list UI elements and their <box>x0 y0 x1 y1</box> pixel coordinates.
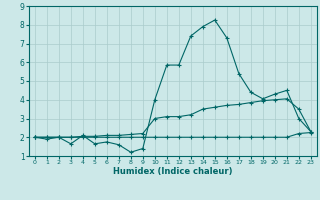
X-axis label: Humidex (Indice chaleur): Humidex (Indice chaleur) <box>113 167 233 176</box>
